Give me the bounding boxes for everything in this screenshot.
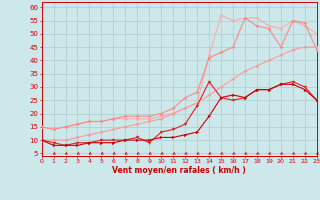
X-axis label: Vent moyen/en rafales ( km/h ): Vent moyen/en rafales ( km/h ) xyxy=(112,166,246,175)
